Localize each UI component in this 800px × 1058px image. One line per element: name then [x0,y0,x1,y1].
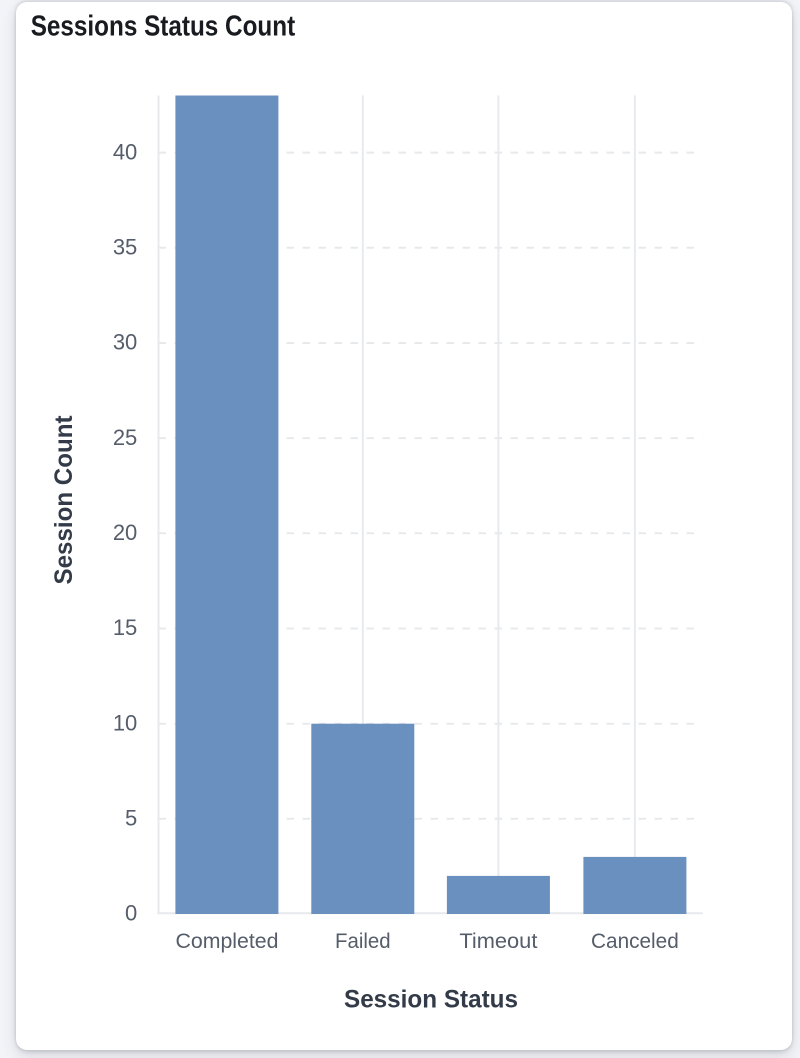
svg-text:25: 25 [113,425,137,450]
svg-text:15: 15 [113,615,137,640]
svg-text:Canceled: Canceled [591,930,679,953]
svg-text:10: 10 [113,710,137,735]
svg-text:Session Count: Session Count [50,415,78,585]
svg-text:Session Status: Session Status [344,985,518,1013]
svg-text:Sessions Status Count: Sessions Status Count [31,11,296,43]
svg-text:Timeout: Timeout [459,930,537,953]
svg-text:30: 30 [113,330,137,355]
svg-text:5: 5 [125,806,137,831]
svg-text:40: 40 [113,139,137,164]
svg-text:Failed: Failed [335,930,391,953]
svg-text:Completed: Completed [176,930,279,953]
svg-text:0: 0 [125,901,137,926]
svg-text:20: 20 [113,520,137,545]
svg-text:35: 35 [113,235,137,260]
